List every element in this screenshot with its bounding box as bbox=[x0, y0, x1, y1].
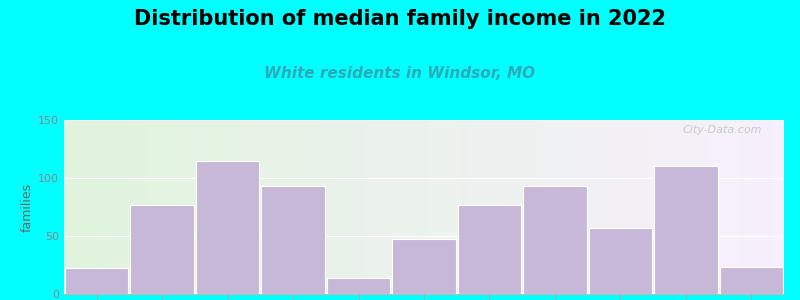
Bar bbox=[326, 278, 390, 294]
Bar bbox=[196, 160, 259, 294]
Text: City-Data.com: City-Data.com bbox=[683, 125, 762, 135]
Bar bbox=[458, 205, 522, 294]
Bar bbox=[719, 267, 783, 294]
Bar bbox=[65, 268, 129, 294]
Y-axis label: families: families bbox=[21, 182, 34, 232]
Bar bbox=[392, 239, 456, 294]
Bar bbox=[523, 186, 586, 294]
Bar bbox=[589, 228, 652, 294]
Bar bbox=[130, 205, 194, 294]
Bar bbox=[262, 186, 325, 294]
Bar bbox=[654, 167, 718, 294]
Text: White residents in Windsor, MO: White residents in Windsor, MO bbox=[265, 66, 535, 81]
Text: Distribution of median family income in 2022: Distribution of median family income in … bbox=[134, 9, 666, 29]
